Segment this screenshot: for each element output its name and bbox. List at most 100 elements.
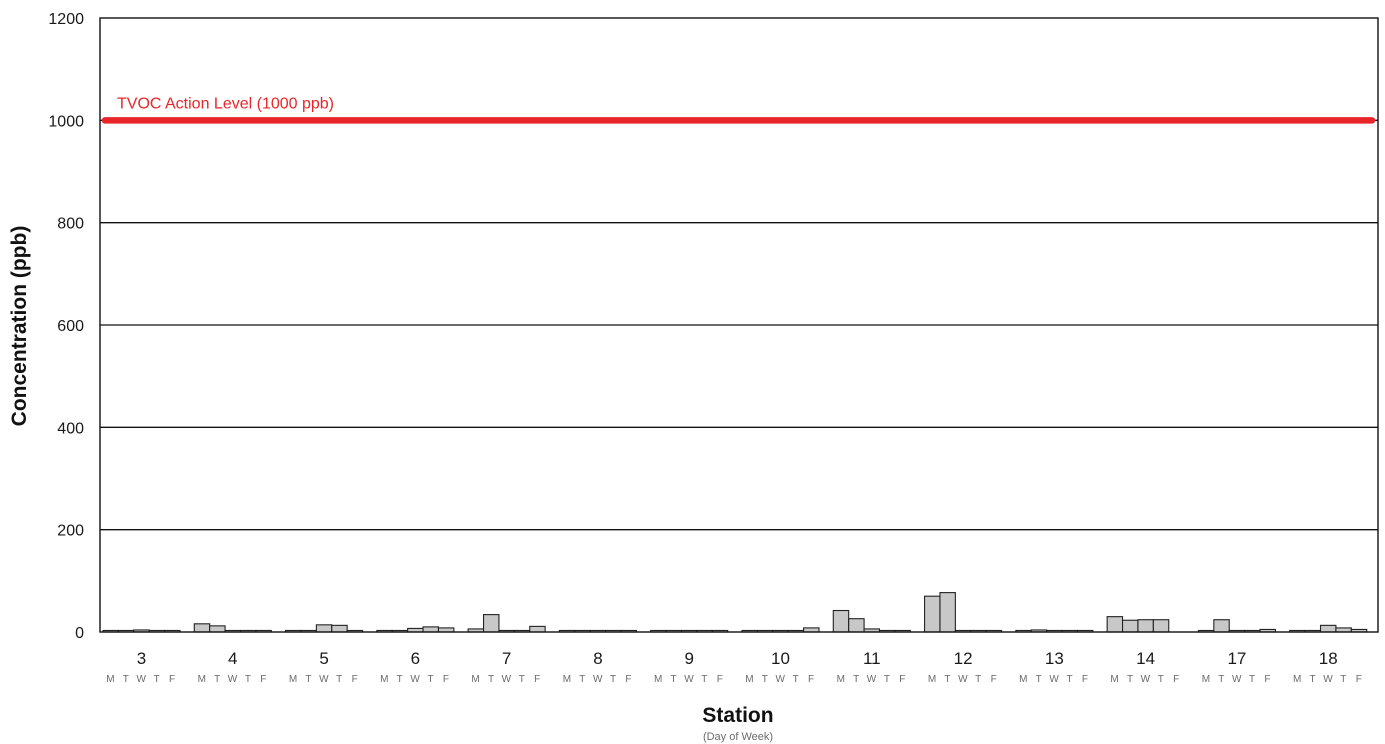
day-tick-label: T xyxy=(671,674,678,685)
day-tick-label: M xyxy=(745,674,754,685)
station-tick-label: 17 xyxy=(1227,649,1246,668)
day-tick-label: T xyxy=(488,674,495,685)
day-tick-label: T xyxy=(944,674,951,685)
bar xyxy=(422,626,440,633)
day-tick-label: T xyxy=(1249,674,1256,685)
day-tick-label: F xyxy=(1356,674,1363,685)
y-tick-label: 600 xyxy=(57,318,84,335)
day-tick-label: T xyxy=(762,674,769,685)
day-tick-label: T xyxy=(154,674,161,685)
day-tick-label: T xyxy=(1340,674,1347,685)
station-tick-label: 3 xyxy=(137,649,146,668)
day-tick-label: W xyxy=(1232,674,1242,685)
bar xyxy=(315,624,333,633)
y-tick-label: 1200 xyxy=(48,11,84,28)
x-axis-title: Station xyxy=(702,704,773,727)
day-tick-label: T xyxy=(245,674,252,685)
day-tick-label: F xyxy=(1082,674,1089,685)
day-tick-label: W xyxy=(502,674,512,685)
reference-line-group: TVOC Action Level (1000 ppb) xyxy=(101,95,1376,124)
x-tick-labels: 3M T W T F4M T W T F5M T W T F6M T W T F7M T W T F8M T W T F9M T W… xyxy=(106,649,1362,685)
station-tick-label: 10 xyxy=(771,649,790,668)
station-tick-label: 8 xyxy=(593,649,602,668)
bar xyxy=(1319,624,1337,633)
bar xyxy=(193,623,211,633)
station-tick-label: 4 xyxy=(228,649,237,668)
bar xyxy=(848,618,865,633)
day-tick-label: M xyxy=(837,674,846,685)
y-tick-labels: 0 200 400 600 800 1000 1200 xyxy=(48,11,84,642)
day-tick-label: F xyxy=(352,674,359,685)
day-tick-label: T xyxy=(701,674,708,685)
day-tick-label: T xyxy=(305,674,312,685)
day-tick-label: M xyxy=(1202,674,1211,685)
day-tick-label: T xyxy=(884,674,891,685)
station-tick-label: 13 xyxy=(1045,649,1064,668)
bar xyxy=(939,592,956,633)
y-tick-label: 200 xyxy=(57,523,84,540)
day-tick-label: F xyxy=(260,674,267,685)
station-tick-label: 11 xyxy=(863,649,881,668)
bar xyxy=(1137,619,1154,633)
day-tick-label: F xyxy=(169,674,176,685)
y-tick-label: 800 xyxy=(57,216,84,233)
plot-frame xyxy=(99,17,1379,633)
day-tick-label: M xyxy=(1110,674,1119,685)
bar xyxy=(209,625,226,633)
day-tick-label: W xyxy=(867,674,877,685)
day-tick-label: W xyxy=(684,674,694,685)
bar xyxy=(482,614,500,633)
station-tick-label: 5 xyxy=(319,649,328,668)
station-tick-label: 9 xyxy=(684,649,693,668)
bar xyxy=(1121,619,1139,633)
bar xyxy=(1213,619,1230,633)
day-tick-label: W xyxy=(410,674,420,685)
x-axis-subtitle: (Day of Week) xyxy=(703,731,773,743)
day-tick-label: M xyxy=(654,674,663,685)
day-tick-label: F xyxy=(808,674,815,685)
y-axis-title: Concentration (ppb) xyxy=(8,226,31,427)
bar xyxy=(832,609,850,633)
day-tick-label: M xyxy=(106,674,115,685)
bar xyxy=(529,625,546,633)
station-tick-label: 12 xyxy=(954,649,973,668)
day-tick-label: W xyxy=(1323,674,1333,685)
day-tick-label: W xyxy=(137,674,147,685)
station-tick-label: 7 xyxy=(502,649,511,668)
bars xyxy=(102,592,1368,633)
day-tick-label: F xyxy=(443,674,450,685)
day-tick-label: M xyxy=(1293,674,1302,685)
bar xyxy=(1152,619,1170,633)
day-tick-label: T xyxy=(1036,674,1043,685)
day-tick-label: T xyxy=(1158,674,1165,685)
bar xyxy=(1106,616,1124,633)
day-tick-label: M xyxy=(471,674,480,685)
day-tick-label: T xyxy=(1066,674,1073,685)
day-tick-label: T xyxy=(975,674,982,685)
station-tick-label: 18 xyxy=(1319,649,1338,668)
day-tick-label: W xyxy=(593,674,603,685)
station-tick-label: 6 xyxy=(411,649,420,668)
day-tick-label: W xyxy=(228,674,238,685)
day-tick-label: T xyxy=(336,674,343,685)
day-tick-label: W xyxy=(1049,674,1059,685)
gridlines xyxy=(100,119,1378,531)
day-tick-label: F xyxy=(1264,674,1271,685)
day-tick-label: T xyxy=(1127,674,1134,685)
day-tick-label: T xyxy=(610,674,617,685)
day-tick-label: M xyxy=(563,674,572,685)
action-level-label: TVOC Action Level (1000 ppb) xyxy=(117,95,334,112)
day-tick-label: W xyxy=(319,674,329,685)
day-tick-label: T xyxy=(1310,674,1317,685)
day-tick-label: F xyxy=(717,674,724,685)
day-tick-label: M xyxy=(928,674,937,685)
day-tick-label: M xyxy=(198,674,207,685)
day-tick-label: F xyxy=(1173,674,1180,685)
y-tick-label: 400 xyxy=(57,420,84,437)
day-tick-label: F xyxy=(534,674,541,685)
day-tick-label: M xyxy=(289,674,298,685)
day-tick-label: T xyxy=(519,674,526,685)
plot-border xyxy=(99,17,1379,633)
